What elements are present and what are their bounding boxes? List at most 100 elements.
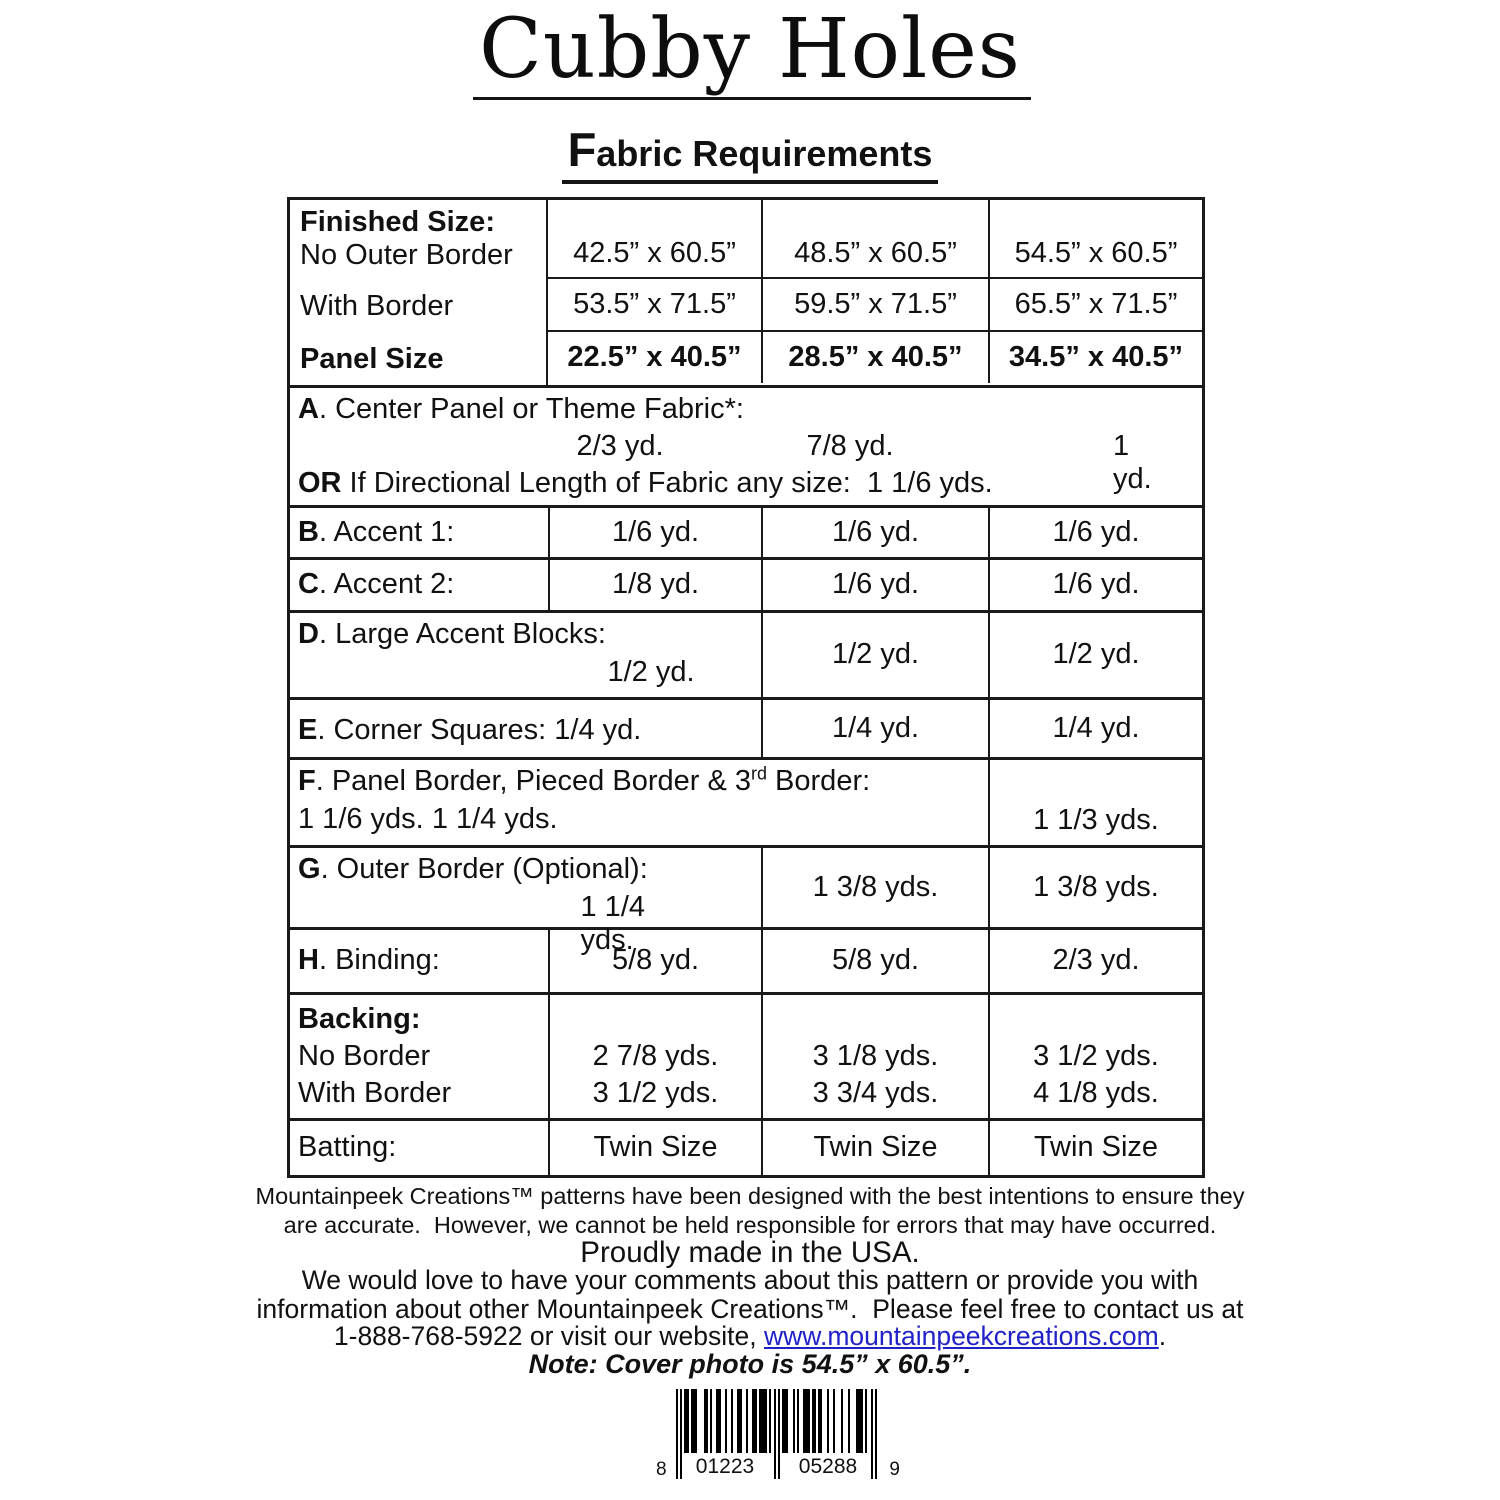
batting-value: Twin Size <box>988 1121 1202 1175</box>
barcode-bar <box>847 1389 850 1453</box>
contact-phone-text: 1-888-768-5922 or visit our website, <box>333 1321 764 1351</box>
row-e-value: 1/4 yd. <box>761 700 988 757</box>
table-row-e: E. Corner Squares: 1/4 yd. 1/4 yd. 1/4 y… <box>290 697 1202 757</box>
website-link[interactable]: www.mountainpeekcreations.com <box>764 1321 1159 1351</box>
barcode-bar <box>832 1389 835 1453</box>
barcode-bar <box>807 1389 810 1453</box>
barcode-bar <box>811 1389 814 1453</box>
row-c-value: 1/6 yd. <box>988 560 1202 610</box>
size-cell: 65.5” x 71.5” <box>988 279 1202 330</box>
backing-value: 4 1/8 yds. <box>1033 1076 1159 1109</box>
row-f-value: 1 1/3 yds. <box>988 760 1202 845</box>
row-f-value: 1 1/4 yds. <box>431 803 558 835</box>
row-f-value: 1 1/6 yds. <box>298 803 424 835</box>
table-row-c: C. Accent 2: 1/8 yd. 1/6 yd. 1/6 yd. <box>290 557 1202 610</box>
barcode-bar <box>703 1389 706 1453</box>
row-a-or-text: If Directional Length of Fabric any size… <box>341 467 993 499</box>
row-e-label: . Corner Squares: 1/4 yd. <box>317 714 642 747</box>
row-g-label: . Outer Border (Optional): <box>320 853 648 885</box>
row-f-label-end: Border: <box>767 765 871 797</box>
barcode-bar <box>841 1389 844 1453</box>
row-d-letter: D <box>298 618 319 650</box>
barcode-bar <box>813 1389 816 1453</box>
table-row-a: A. Center Panel or Theme Fabric*: 2/3 yd… <box>290 385 1202 505</box>
table-row-h: H. Binding: 5/8 yd. 5/8 yd. 2/3 yd. <box>290 927 1202 992</box>
row-a-label: . Center Panel or Theme Fabric*: <box>318 393 744 425</box>
row-h-value: 2/3 yd. <box>988 930 1202 992</box>
barcode-bar <box>765 1389 768 1453</box>
barcode-bar <box>758 1389 761 1453</box>
row-b-value: 1/6 yd. <box>988 508 1202 557</box>
backing-label: Backing: <box>298 1002 421 1035</box>
barcode-group1: 01223 <box>693 1455 757 1479</box>
barcode-bar <box>773 1389 776 1479</box>
no-outer-border-label: No Outer Border <box>300 239 513 272</box>
row-f-letter: F <box>298 765 316 797</box>
barcode-bar <box>690 1389 693 1453</box>
barcode-bar <box>739 1389 742 1453</box>
row-d-label: . Large Accent Blocks: <box>318 618 606 650</box>
barcode-bar <box>676 1389 679 1479</box>
row-b-value: 1/6 yd. <box>761 508 988 557</box>
barcode-bar <box>875 1389 878 1479</box>
row-e-value: 1/4 yd. <box>988 700 1202 757</box>
row-a-value: 1 yd. <box>1113 430 1152 496</box>
row-c-value: 1/6 yd. <box>761 560 988 610</box>
batting-label: Batting: <box>298 1131 397 1164</box>
row-g-value: 1 1/4 yds. <box>580 891 646 957</box>
barcode-bar <box>786 1389 789 1453</box>
row-a-value: 2/3 yd. <box>576 430 664 462</box>
size-cell: 42.5” x 60.5” <box>573 236 736 269</box>
section-heading: Fabric Requirements <box>0 122 1500 184</box>
row-c-label: . Accent 2: <box>318 568 455 601</box>
barcode-bar <box>745 1389 749 1453</box>
table-row-sizes: Finished Size: No Outer Border With Bord… <box>290 200 1202 385</box>
row-b-letter: B <box>298 515 319 548</box>
barcode-left-digit: 8 <box>656 1459 667 1480</box>
backing-value: 3 1/2 yds. <box>1033 1039 1159 1072</box>
table-row-g: G. Outer Border (Optional): 1 1/4 yds. 1… <box>290 845 1202 956</box>
cover-photo-note: Note: Cover photo is 54.5” x 60.5”. <box>528 1349 972 1379</box>
barcode-bar <box>718 1389 721 1453</box>
barcode-bar <box>705 1389 708 1453</box>
barcode-right-digit: 9 <box>889 1459 900 1480</box>
table-row-batting: Batting: Twin Size Twin Size Twin Size <box>290 1118 1202 1175</box>
row-d-value: 1/2 yd. <box>607 656 695 688</box>
disclaimer-line2: are accurate. However, we cannot be held… <box>283 1212 1217 1238</box>
barcode-bar <box>752 1389 755 1453</box>
barcode-bar <box>684 1389 687 1453</box>
barcode-bar <box>860 1389 863 1453</box>
size-cell: 53.5” x 71.5” <box>573 287 736 320</box>
comments-text: We would love to have your comments abou… <box>0 1266 1500 1323</box>
barcode-bar <box>680 1389 683 1479</box>
barcode-bar <box>803 1389 806 1453</box>
barcode-bar <box>805 1389 808 1453</box>
row-g-letter: G <box>298 853 321 885</box>
barcode-bar <box>724 1389 727 1453</box>
barcode-bar <box>864 1389 867 1453</box>
backing-value: 3 1/8 yds. <box>812 1039 939 1072</box>
backing-with-border-label: With Border <box>298 1076 452 1109</box>
backing-no-border-label: No Border <box>298 1039 431 1072</box>
barcode-bar <box>871 1389 874 1479</box>
backing-value: 3 1/2 yds. <box>592 1076 719 1109</box>
row-h-label: . Binding: <box>318 944 440 977</box>
barcode-bar <box>686 1389 689 1453</box>
barcode-bar <box>737 1389 740 1453</box>
row-a-value: 7/8 yd. <box>806 430 894 462</box>
heading-rest: abric Requirements <box>596 133 933 174</box>
upc-barcode: 8 01223 05288 9 <box>656 1389 900 1497</box>
row-g-value: 1 3/8 yds. <box>988 848 1202 927</box>
barcode-bar <box>858 1389 861 1453</box>
batting-value: Twin Size <box>761 1121 988 1175</box>
barcode-bar <box>692 1389 696 1453</box>
title-underline <box>473 97 1031 100</box>
size-cell: 59.5” x 71.5” <box>761 279 988 330</box>
row-a-or: OR <box>298 467 342 499</box>
barcode-bar <box>709 1389 713 1453</box>
table-row-f: F. Panel Border, Pieced Border & 3rd Bor… <box>290 757 1202 845</box>
disclaimer-line1: Mountainpeek Creations™ patterns have be… <box>255 1183 1245 1209</box>
row-a-letter: A <box>298 393 319 425</box>
comments-line2: information about other Mountainpeek Cre… <box>256 1293 1244 1324</box>
